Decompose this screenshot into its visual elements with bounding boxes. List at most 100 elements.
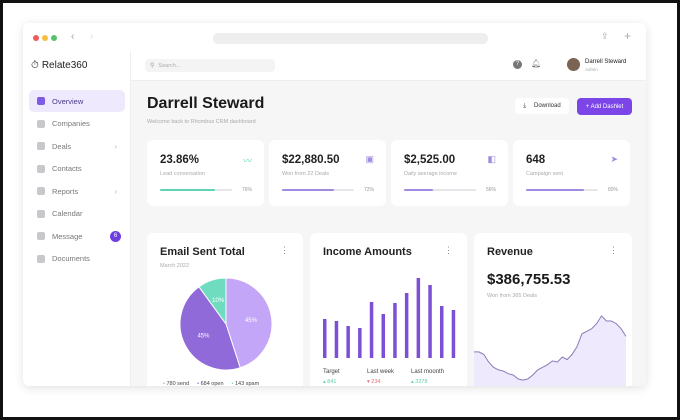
app-window: ‹ › ⇪ + ⏱ Relate360 Overview Companies Deal…: [23, 23, 646, 386]
stat-value: $2,525.00: [404, 154, 456, 166]
sidebar-item-label: Calendar: [52, 209, 83, 218]
new-tab-icon[interactable]: +: [624, 29, 632, 43]
income-bar: [323, 319, 327, 358]
revenue-area-chart: [474, 315, 627, 386]
progress-bar: [404, 189, 476, 191]
arrow-up-icon: ▴: [411, 379, 414, 385]
message-icon: [37, 232, 45, 240]
stat-percent: 72%: [363, 187, 374, 193]
sidebar-item-documents[interactable]: Documents: [29, 248, 125, 270]
progress-bar: [282, 189, 354, 191]
minimize-dot[interactable]: [42, 35, 48, 41]
income-bar: [381, 314, 385, 358]
sidebar-item-calendar[interactable]: Calendar: [29, 203, 125, 225]
stat-card: 23.86% Lead conversation 〰 76%: [147, 140, 264, 206]
documents-icon: [37, 254, 45, 263]
card-title: Email Sent Total: [160, 246, 245, 258]
revenue-area: [474, 315, 626, 386]
more-icon[interactable]: ⋮: [280, 245, 289, 255]
income-card: Income Amounts ⋮ Target ▴ 841 Last week ▾ 2…: [310, 233, 467, 386]
stat-card: 648 Campaign sent ➤ 80%: [513, 140, 630, 206]
revenue-subtitle: Won from 365 Deals: [487, 293, 538, 299]
income-bar: [416, 278, 421, 358]
more-icon[interactable]: ⋮: [609, 245, 618, 255]
pie-label: 45%: [245, 318, 258, 324]
page-subtitle: Welcome back to Rhombus CRM dashboard: [147, 119, 256, 125]
sidebar-item-message[interactable]: Message 6: [29, 225, 125, 247]
stat-value: 23.86%: [160, 154, 200, 166]
income-bar: [451, 310, 456, 358]
timer-icon: ⏱: [31, 60, 39, 71]
reports-icon: [37, 187, 45, 195]
calendar-icon: [37, 209, 45, 218]
revenue-line: [474, 315, 627, 381]
send-icon: ➤: [610, 154, 618, 164]
email-sent-card: Email Sent Total March 2022 ⋮ 45% 45% 10% …: [147, 233, 303, 386]
more-icon[interactable]: ⋮: [444, 245, 453, 255]
stat-percent: 80%: [607, 187, 618, 193]
income-bar: [440, 306, 444, 358]
pie-slice: [225, 277, 273, 369]
forward-icon[interactable]: ›: [90, 31, 94, 42]
stat-label: Campaign sent: [526, 171, 563, 177]
wallet-icon: ◧: [487, 154, 496, 164]
message-badge: 6: [110, 230, 121, 242]
search-input[interactable]: ⚲ Search...: [145, 59, 275, 72]
add-dashlet-button[interactable]: + Add Dashlet: [577, 98, 632, 115]
share-icon[interactable]: ⇪: [601, 31, 609, 41]
stat-card: $22,880.50 Won from 22 Deals ▣ 72%: [269, 140, 386, 206]
stat-value: 648: [526, 154, 546, 166]
avatar[interactable]: [567, 58, 580, 71]
legend-item: • 143 spam: [231, 381, 260, 386]
sidebar-item-companies[interactable]: Companies: [29, 113, 125, 135]
close-dot[interactable]: [33, 35, 39, 41]
sidebar-item-label: Deals: [52, 141, 72, 151]
card-title: Income Amounts: [323, 246, 412, 258]
companies-icon: [37, 119, 45, 128]
stat-percent: 76%: [241, 187, 252, 193]
revenue-card: Revenue ⋮ $386,755.53 Won from 365 Deals: [474, 233, 632, 386]
search-icon: ⚲: [150, 63, 155, 69]
sidebar-item-reports[interactable]: Reports ›: [29, 180, 125, 202]
sidebar-item-overview[interactable]: Overview: [29, 90, 125, 112]
income-stat: Last week ▾ 234: [367, 369, 395, 385]
contacts-icon: [37, 164, 45, 173]
download-button[interactable]: ⤓ Download: [515, 98, 569, 114]
pie-legend: • 780 send • 684 open • 143 spam: [163, 381, 259, 386]
stat-label: Lead conversation: [160, 171, 205, 177]
stat-label: Daily average income: [404, 171, 457, 177]
sidebar-item-label: Reports: [52, 186, 79, 196]
legend-item: • 684 open: [197, 381, 224, 386]
main-content: Darrell Steward Welcome back to Rhombus …: [131, 81, 646, 386]
progress-bar: [160, 189, 232, 191]
sidebar-item-label: Documents: [52, 254, 90, 263]
pie-chart: 45% 45% 10%: [179, 277, 273, 371]
sidebar-item-label: Contacts: [52, 164, 82, 173]
income-bar: [393, 303, 397, 358]
sidebar-item-contacts[interactable]: Contacts: [29, 158, 125, 180]
address-bar[interactable]: [213, 33, 488, 44]
income-bar: [369, 302, 374, 358]
stat-percent: 56%: [485, 187, 496, 193]
income-stat: Last moonth ▴ 3278: [411, 369, 445, 385]
back-icon[interactable]: ‹: [71, 31, 75, 42]
bell-icon[interactable]: 🔔︎: [531, 59, 542, 68]
top-header: ⚲ Search... ? 🔔︎ Darrell Steward Admin: [131, 51, 646, 81]
sidebar-item-label: Companies: [52, 119, 90, 128]
card-subtitle: March 2022: [160, 263, 190, 269]
card-title: Revenue: [487, 246, 533, 258]
briefcase-icon: ▣: [365, 154, 374, 164]
stat-card: $2,525.00 Daily average income ◧ 56%: [391, 140, 508, 206]
revenue-value: $386,755.53: [487, 271, 571, 288]
help-icon[interactable]: ?: [513, 60, 522, 69]
maximize-dot[interactable]: [51, 35, 57, 41]
pie-label: 45%: [197, 333, 210, 339]
pie-slice: [179, 286, 241, 371]
overview-icon: [37, 97, 45, 105]
download-icon: ⤓: [523, 102, 526, 109]
sidebar-item-deals[interactable]: Deals ›: [29, 135, 125, 157]
logo[interactable]: ⏱ Relate360: [31, 60, 88, 71]
deals-icon: [37, 142, 45, 150]
income-bar: [358, 328, 362, 358]
user-name: Darrell Steward: [585, 59, 627, 65]
